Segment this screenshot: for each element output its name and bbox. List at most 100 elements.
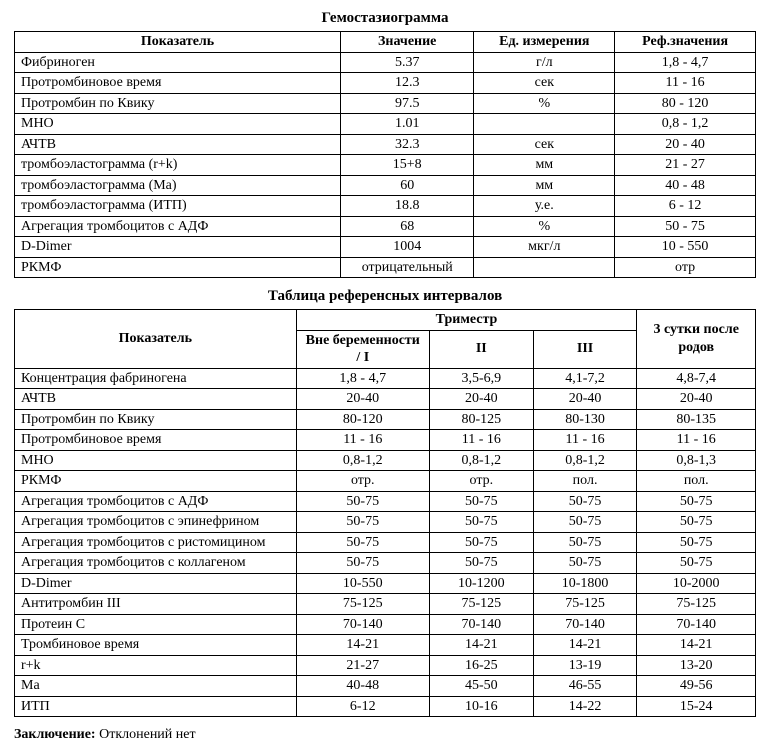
table-cell: 11 - 16	[429, 430, 533, 451]
table-cell: Фибриноген	[15, 52, 341, 73]
table-row: РКМФотр.отр.пол.пол.	[15, 471, 756, 492]
table-cell: 50-75	[429, 532, 533, 553]
table-cell: 21 - 27	[615, 155, 756, 176]
table-cell: тромбоэластограмма (r+k)	[15, 155, 341, 176]
table-row: D-Dimer10-55010-120010-180010-2000	[15, 573, 756, 594]
table-cell: сек	[474, 73, 615, 94]
table-cell: 50-75	[533, 512, 637, 533]
table-cell: пол.	[533, 471, 637, 492]
table-cell: 14-21	[429, 635, 533, 656]
reference-table: Показатель Триместр 3 сутки после родов …	[14, 309, 756, 717]
hemostasiogram-title: Гемостазиограмма	[14, 10, 756, 27]
table-row: Агрегация тромбоцитов с эпинефрином50-75…	[15, 512, 756, 533]
table-cell: ИТП	[15, 696, 297, 717]
table-cell: 50-75	[637, 491, 756, 512]
table-cell: 14-21	[296, 635, 429, 656]
table-cell: 11 - 16	[615, 73, 756, 94]
table-row: АЧТВ32.3сек20 - 40	[15, 134, 756, 155]
table-row: тромбоэластограмма (Ма)60мм40 - 48	[15, 175, 756, 196]
t1-body: Фибриноген5.37г/л1,8 - 4,7Протромбиновое…	[15, 52, 756, 278]
table-cell: отр.	[429, 471, 533, 492]
table-cell: РКМФ	[15, 257, 341, 278]
table-cell: 50-75	[533, 532, 637, 553]
table-cell: МНО	[15, 114, 341, 135]
table-row: Протромбиновое время11 - 1611 - 1611 - 1…	[15, 430, 756, 451]
table-row: D-Dimer1004мкг/л10 - 550	[15, 237, 756, 258]
table-cell: 50-75	[429, 553, 533, 574]
table-cell: мкг/л	[474, 237, 615, 258]
table-cell: 13-20	[637, 655, 756, 676]
table-cell: 6 - 12	[615, 196, 756, 217]
table-cell: D-Dimer	[15, 237, 341, 258]
table-cell: Антитромбин III	[15, 594, 297, 615]
table-cell: 5.37	[341, 52, 474, 73]
table-row: Агрегация тромбоцитов с ристомицином50-7…	[15, 532, 756, 553]
table-row: МНО1.010,8 - 1,2	[15, 114, 756, 135]
table-cell: 50-75	[429, 491, 533, 512]
reference-title: Таблица референсных интервалов	[14, 288, 756, 305]
table-cell: Протромбин по Квику	[15, 93, 341, 114]
table-cell: отр.	[296, 471, 429, 492]
hemostasiogram-table: Показатель Значение Ед. измерения Реф.зн…	[14, 31, 756, 278]
table-cell: 4,8-7,4	[637, 368, 756, 389]
table-cell: 50-75	[637, 532, 756, 553]
table-cell: 50-75	[429, 512, 533, 533]
table-cell: 10-16	[429, 696, 533, 717]
table-cell: 80 - 120	[615, 93, 756, 114]
table-row: РКМФотрицательныйотр	[15, 257, 756, 278]
t2-h-param: Показатель	[15, 310, 297, 369]
table-cell: 11 - 16	[533, 430, 637, 451]
table-cell: 10-1800	[533, 573, 637, 594]
table-cell: пол.	[637, 471, 756, 492]
table-cell: 15+8	[341, 155, 474, 176]
table-cell: 68	[341, 216, 474, 237]
table-cell: отр	[615, 257, 756, 278]
t2-h2-1: II	[429, 330, 533, 368]
table-cell: 0,8 - 1,2	[615, 114, 756, 135]
table-cell: 75-125	[296, 594, 429, 615]
t1-h0: Показатель	[15, 32, 341, 53]
table-cell: 3,5-6,9	[429, 368, 533, 389]
table-cell: тромбоэластограмма (Ма)	[15, 175, 341, 196]
table-cell: 50-75	[533, 553, 637, 574]
table-cell: 50-75	[296, 532, 429, 553]
table-row: Фибриноген5.37г/л1,8 - 4,7	[15, 52, 756, 73]
table-cell: АЧТВ	[15, 389, 297, 410]
table-cell: МНО	[15, 450, 297, 471]
table-cell: г/л	[474, 52, 615, 73]
t1-header-row: Показатель Значение Ед. измерения Реф.зн…	[15, 32, 756, 53]
table-cell: 97.5	[341, 93, 474, 114]
table-cell: 46-55	[533, 676, 637, 697]
table-cell: 1,8 - 4,7	[296, 368, 429, 389]
table-cell: 50-75	[296, 553, 429, 574]
table-cell: 1,8 - 4,7	[615, 52, 756, 73]
table-row: Протромбин по Квику80-12080-12580-13080-…	[15, 409, 756, 430]
table-cell: 32.3	[341, 134, 474, 155]
table-cell: 16-25	[429, 655, 533, 676]
table-cell: 20-40	[296, 389, 429, 410]
table-cell	[474, 257, 615, 278]
table-row: Концентрация фабриногена1,8 - 4,73,5-6,9…	[15, 368, 756, 389]
table-row: Антитромбин III75-12575-12575-12575-125	[15, 594, 756, 615]
table-cell: 70-140	[429, 614, 533, 635]
t1-h2: Ед. измерения	[474, 32, 615, 53]
conclusion-text: Отклонений нет	[96, 727, 196, 742]
table-cell: Ма	[15, 676, 297, 697]
table-cell: Протромбиновое время	[15, 430, 297, 451]
table-cell: мм	[474, 175, 615, 196]
table-cell: 6-12	[296, 696, 429, 717]
table-cell: 70-140	[296, 614, 429, 635]
table-row: Протромбин по Квику97.5%80 - 120	[15, 93, 756, 114]
table-cell: у.е.	[474, 196, 615, 217]
table-row: Ма40-4845-5046-5549-56	[15, 676, 756, 697]
table-cell: 0,8-1,2	[429, 450, 533, 471]
table-row: МНО0,8-1,20,8-1,20,8-1,20,8-1,3	[15, 450, 756, 471]
table-cell: 10-1200	[429, 573, 533, 594]
table-row: Протромбиновое время12.3сек11 - 16	[15, 73, 756, 94]
table-cell: Протромбин по Квику	[15, 409, 297, 430]
table-cell: 50-75	[637, 512, 756, 533]
t1-h3: Реф.значения	[615, 32, 756, 53]
table-cell: %	[474, 216, 615, 237]
table-cell: 14-21	[637, 635, 756, 656]
table-cell: 11 - 16	[637, 430, 756, 451]
